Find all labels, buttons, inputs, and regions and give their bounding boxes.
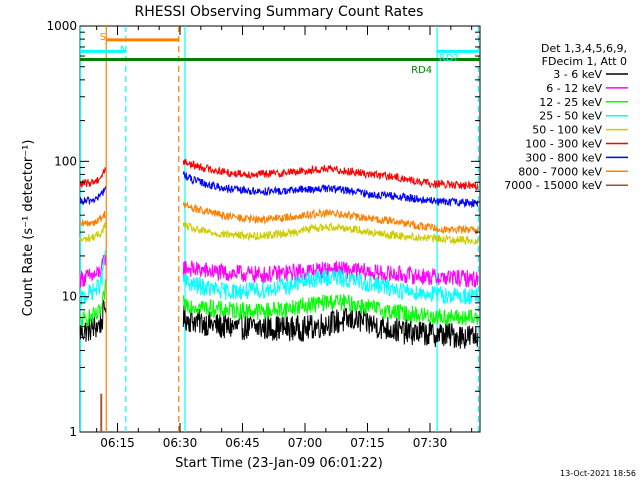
legend-entry-label: 300 - 800 keV bbox=[525, 151, 602, 164]
legend: Det 1,3,4,5,6,9,FDecim 1, Att 03 - 6 keV… bbox=[504, 42, 628, 192]
chart-title: RHESSI Observing Summary Count Rates bbox=[135, 4, 424, 20]
legend-entry-label: 50 - 100 keV bbox=[532, 124, 602, 137]
y-tick-label: 100 bbox=[54, 154, 77, 168]
legend-entry-label: 6 - 12 keV bbox=[546, 82, 602, 95]
series-line bbox=[79, 221, 106, 243]
series-line bbox=[182, 158, 479, 191]
legend-entry-label: 12 - 25 keV bbox=[539, 96, 602, 109]
status-bar-label: N bbox=[120, 45, 127, 56]
x-tick-label: 06:15 bbox=[100, 436, 135, 450]
legend-entry-label: 7000 - 15000 keV bbox=[504, 179, 602, 192]
legend-entry-label: 100 - 300 keV bbox=[525, 138, 602, 151]
x-axis: 06:15 06:30 06:45 07:00 07:15 07:30 bbox=[96, 26, 473, 450]
legend-header: FDecim 1, Att 0 bbox=[542, 55, 627, 68]
series-line bbox=[79, 210, 106, 228]
series-line bbox=[182, 260, 479, 288]
footer-timestamp: 13-Oct-2021 18:56 bbox=[560, 469, 636, 478]
series-line bbox=[79, 279, 106, 329]
series-line bbox=[182, 267, 479, 305]
series-line bbox=[79, 167, 106, 188]
series-line bbox=[79, 249, 106, 306]
x-tick-label: 06:45 bbox=[225, 436, 260, 450]
y-tick-label: 1000 bbox=[46, 19, 77, 33]
y-axis-label: Count Rate (s⁻¹ detector⁻¹) bbox=[21, 140, 36, 317]
y-tick-label: 10 bbox=[62, 290, 77, 304]
status-bar-label: RD? bbox=[439, 53, 459, 64]
y-axis: 1 10 100 1000 bbox=[46, 19, 480, 439]
legend-entry-label: 25 - 50 keV bbox=[539, 110, 602, 123]
legend-header: Det 1,3,4,5,6,9, bbox=[541, 42, 627, 55]
x-axis-label: Start Time (23-Jan-09 06:01:22) bbox=[175, 456, 383, 471]
legend-entry-label: 3 - 6 keV bbox=[553, 68, 602, 81]
series-line bbox=[79, 254, 106, 288]
series-line bbox=[182, 293, 479, 326]
plot-area: S N RD4 RD? bbox=[79, 25, 481, 433]
series-line bbox=[79, 186, 106, 206]
series-line bbox=[182, 171, 479, 209]
y-tick-label: 1 bbox=[69, 425, 77, 439]
x-tick-label: 06:30 bbox=[163, 436, 198, 450]
plot-frame bbox=[79, 25, 481, 433]
series-line bbox=[100, 393, 103, 432]
series-line bbox=[79, 299, 106, 342]
legend-entry-label: 800 - 7000 keV bbox=[518, 165, 602, 178]
series-line bbox=[182, 305, 479, 349]
status-bar-label: S bbox=[100, 32, 106, 43]
series-line bbox=[182, 200, 479, 235]
x-tick-label: 07:30 bbox=[413, 436, 448, 450]
x-tick-label: 07:00 bbox=[288, 436, 323, 450]
series-line bbox=[182, 221, 479, 246]
x-tick-label: 07:15 bbox=[350, 436, 385, 450]
status-bar-label: RD4 bbox=[411, 65, 432, 76]
